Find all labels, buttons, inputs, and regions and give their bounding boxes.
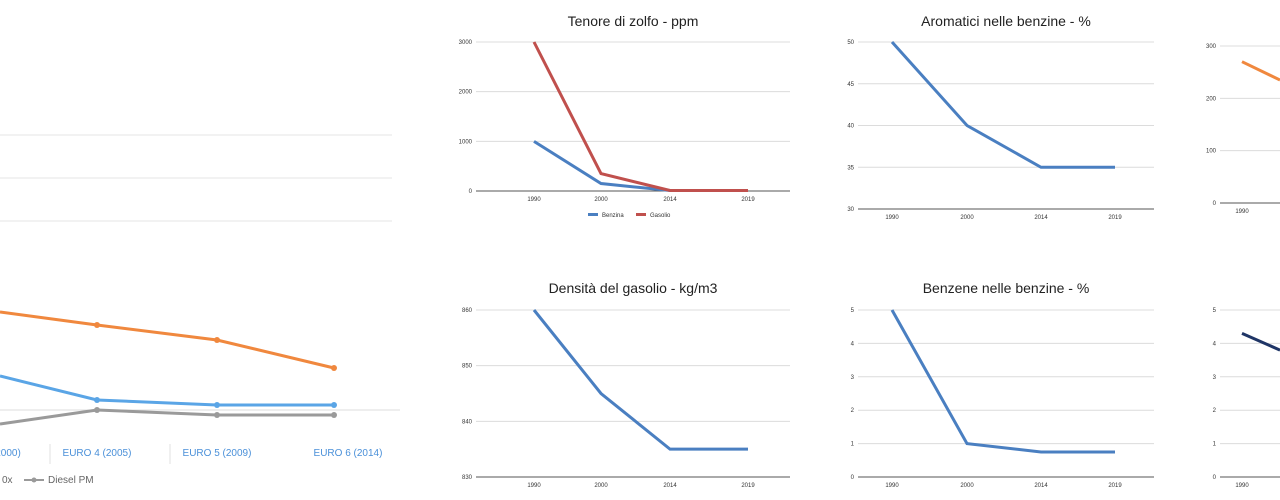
y-tick-label: 3000 — [459, 40, 473, 46]
x-tick-label: 2019 — [741, 483, 755, 489]
densita-gasolio-chart: Densità del gasolio - kg/m3 830 840 850 860 1… — [462, 280, 790, 489]
y-tick-label: 1 — [851, 442, 855, 448]
x-tick-label: EURO 6 (2014) — [314, 448, 383, 459]
legend-label: Benzina — [602, 213, 624, 219]
legend-label: Diesel PM — [48, 475, 94, 486]
y-tick-label: 1000 — [459, 139, 473, 145]
y-tick-label: 50 — [847, 40, 854, 46]
x-tick-label: 1990 — [1235, 483, 1249, 489]
series-line — [0, 408, 334, 426]
data-point — [214, 337, 220, 343]
y-tick-label: 0 — [851, 475, 855, 481]
data-point — [331, 365, 337, 371]
y-tick-label: 850 — [462, 364, 473, 370]
series-line — [532, 309, 748, 451]
x-tick-label: 1990 — [527, 483, 541, 489]
x-tick-label: 1990 — [527, 197, 541, 203]
y-tick-label: 3 — [1213, 375, 1217, 381]
data-point — [94, 407, 100, 413]
y-tick-label: 100 — [1206, 149, 1217, 155]
series-line — [532, 41, 748, 193]
series-line — [0, 374, 334, 407]
chart-title: Tenore di zolfo - ppm — [568, 13, 699, 29]
data-point — [331, 412, 337, 418]
x-tick-label: 2000 — [960, 483, 974, 489]
legend-swatch — [588, 213, 598, 216]
x-tick-label: 2019 — [1108, 215, 1122, 221]
y-tick-label: 2000 — [459, 90, 473, 96]
aromatici-chart: Aromatici nelle benzine - % 30 35 40 45 50 199… — [847, 13, 1154, 221]
chart-title: Benzene nelle benzine - % — [923, 280, 1090, 296]
x-tick-label: 2014 — [663, 197, 677, 203]
partial-top-right-chart: 0 100 200 300 1990 — [1206, 44, 1280, 215]
y-tick-label: 830 — [462, 475, 473, 481]
y-tick-label: 0 — [1213, 475, 1217, 481]
x-tick-label: 2000 — [594, 483, 608, 489]
series-line — [890, 40, 1115, 169]
y-tick-label: 300 — [1206, 44, 1217, 50]
data-point — [94, 397, 100, 403]
x-tick-label: 2000 — [960, 215, 974, 221]
y-tick-label: 2 — [1213, 408, 1217, 414]
y-tick-label: 5 — [851, 308, 855, 314]
data-point — [331, 402, 337, 408]
data-point — [94, 322, 100, 328]
x-tick-label: 2000 — [594, 197, 608, 203]
tenore-zolfo-chart: Tenore di zolfo - ppm 0 1000 2000 3000 1990 20… — [459, 13, 790, 219]
x-tick-label: 2014 — [663, 483, 677, 489]
x-tick-label: 2000) — [0, 448, 21, 459]
y-tick-label: 200 — [1206, 96, 1217, 102]
x-tick-label: EURO 4 (2005) — [63, 448, 132, 459]
partial-bottom-right-chart: 0 1 2 3 4 5 1990 — [1213, 308, 1280, 489]
y-tick-label: 0 — [469, 189, 473, 195]
data-point — [214, 412, 220, 418]
y-tick-label: 4 — [1213, 341, 1217, 347]
x-tick-label: 2019 — [741, 197, 755, 203]
legend-label: Gasolio — [650, 213, 671, 219]
x-tick-label: EURO 5 (2009) — [183, 448, 252, 459]
series-line — [1241, 332, 1280, 352]
series-line — [0, 310, 335, 370]
euro-chart: 2000) EURO 4 (2005) EURO 5 (2009) EURO 6 (2… — [0, 134, 400, 486]
x-tick-label: 1990 — [885, 215, 899, 221]
y-tick-label: 4 — [851, 341, 855, 347]
x-tick-label: 2014 — [1034, 215, 1048, 221]
y-tick-label: 0 — [1213, 201, 1217, 207]
x-tick-label: 1990 — [885, 483, 899, 489]
y-tick-label: 30 — [847, 207, 854, 213]
x-tick-label: 1990 — [1235, 209, 1249, 215]
legend-label: 0x — [2, 475, 13, 486]
y-tick-label: 3 — [851, 375, 855, 381]
y-tick-label: 840 — [462, 419, 473, 425]
y-tick-label: 40 — [847, 124, 854, 130]
legend-swatch — [636, 213, 646, 216]
y-tick-label: 5 — [1213, 308, 1217, 314]
chart-title: Densità del gasolio - kg/m3 — [549, 280, 718, 296]
y-tick-label: 2 — [851, 408, 855, 414]
y-tick-label: 1 — [1213, 442, 1217, 448]
legend-marker — [31, 477, 37, 483]
y-tick-label: 45 — [847, 82, 854, 88]
series-line — [1241, 60, 1280, 82]
benzene-chart: Benzene nelle benzine - % 0 1 2 3 4 5 1990 2000 2… — [851, 280, 1154, 489]
data-point — [214, 402, 220, 408]
x-tick-label: 2019 — [1108, 483, 1122, 489]
series-line — [890, 309, 1115, 454]
x-tick-label: 2014 — [1034, 483, 1048, 489]
y-tick-label: 35 — [847, 165, 854, 171]
y-tick-label: 860 — [462, 308, 473, 314]
chart-title: Aromatici nelle benzine - % — [921, 13, 1091, 29]
